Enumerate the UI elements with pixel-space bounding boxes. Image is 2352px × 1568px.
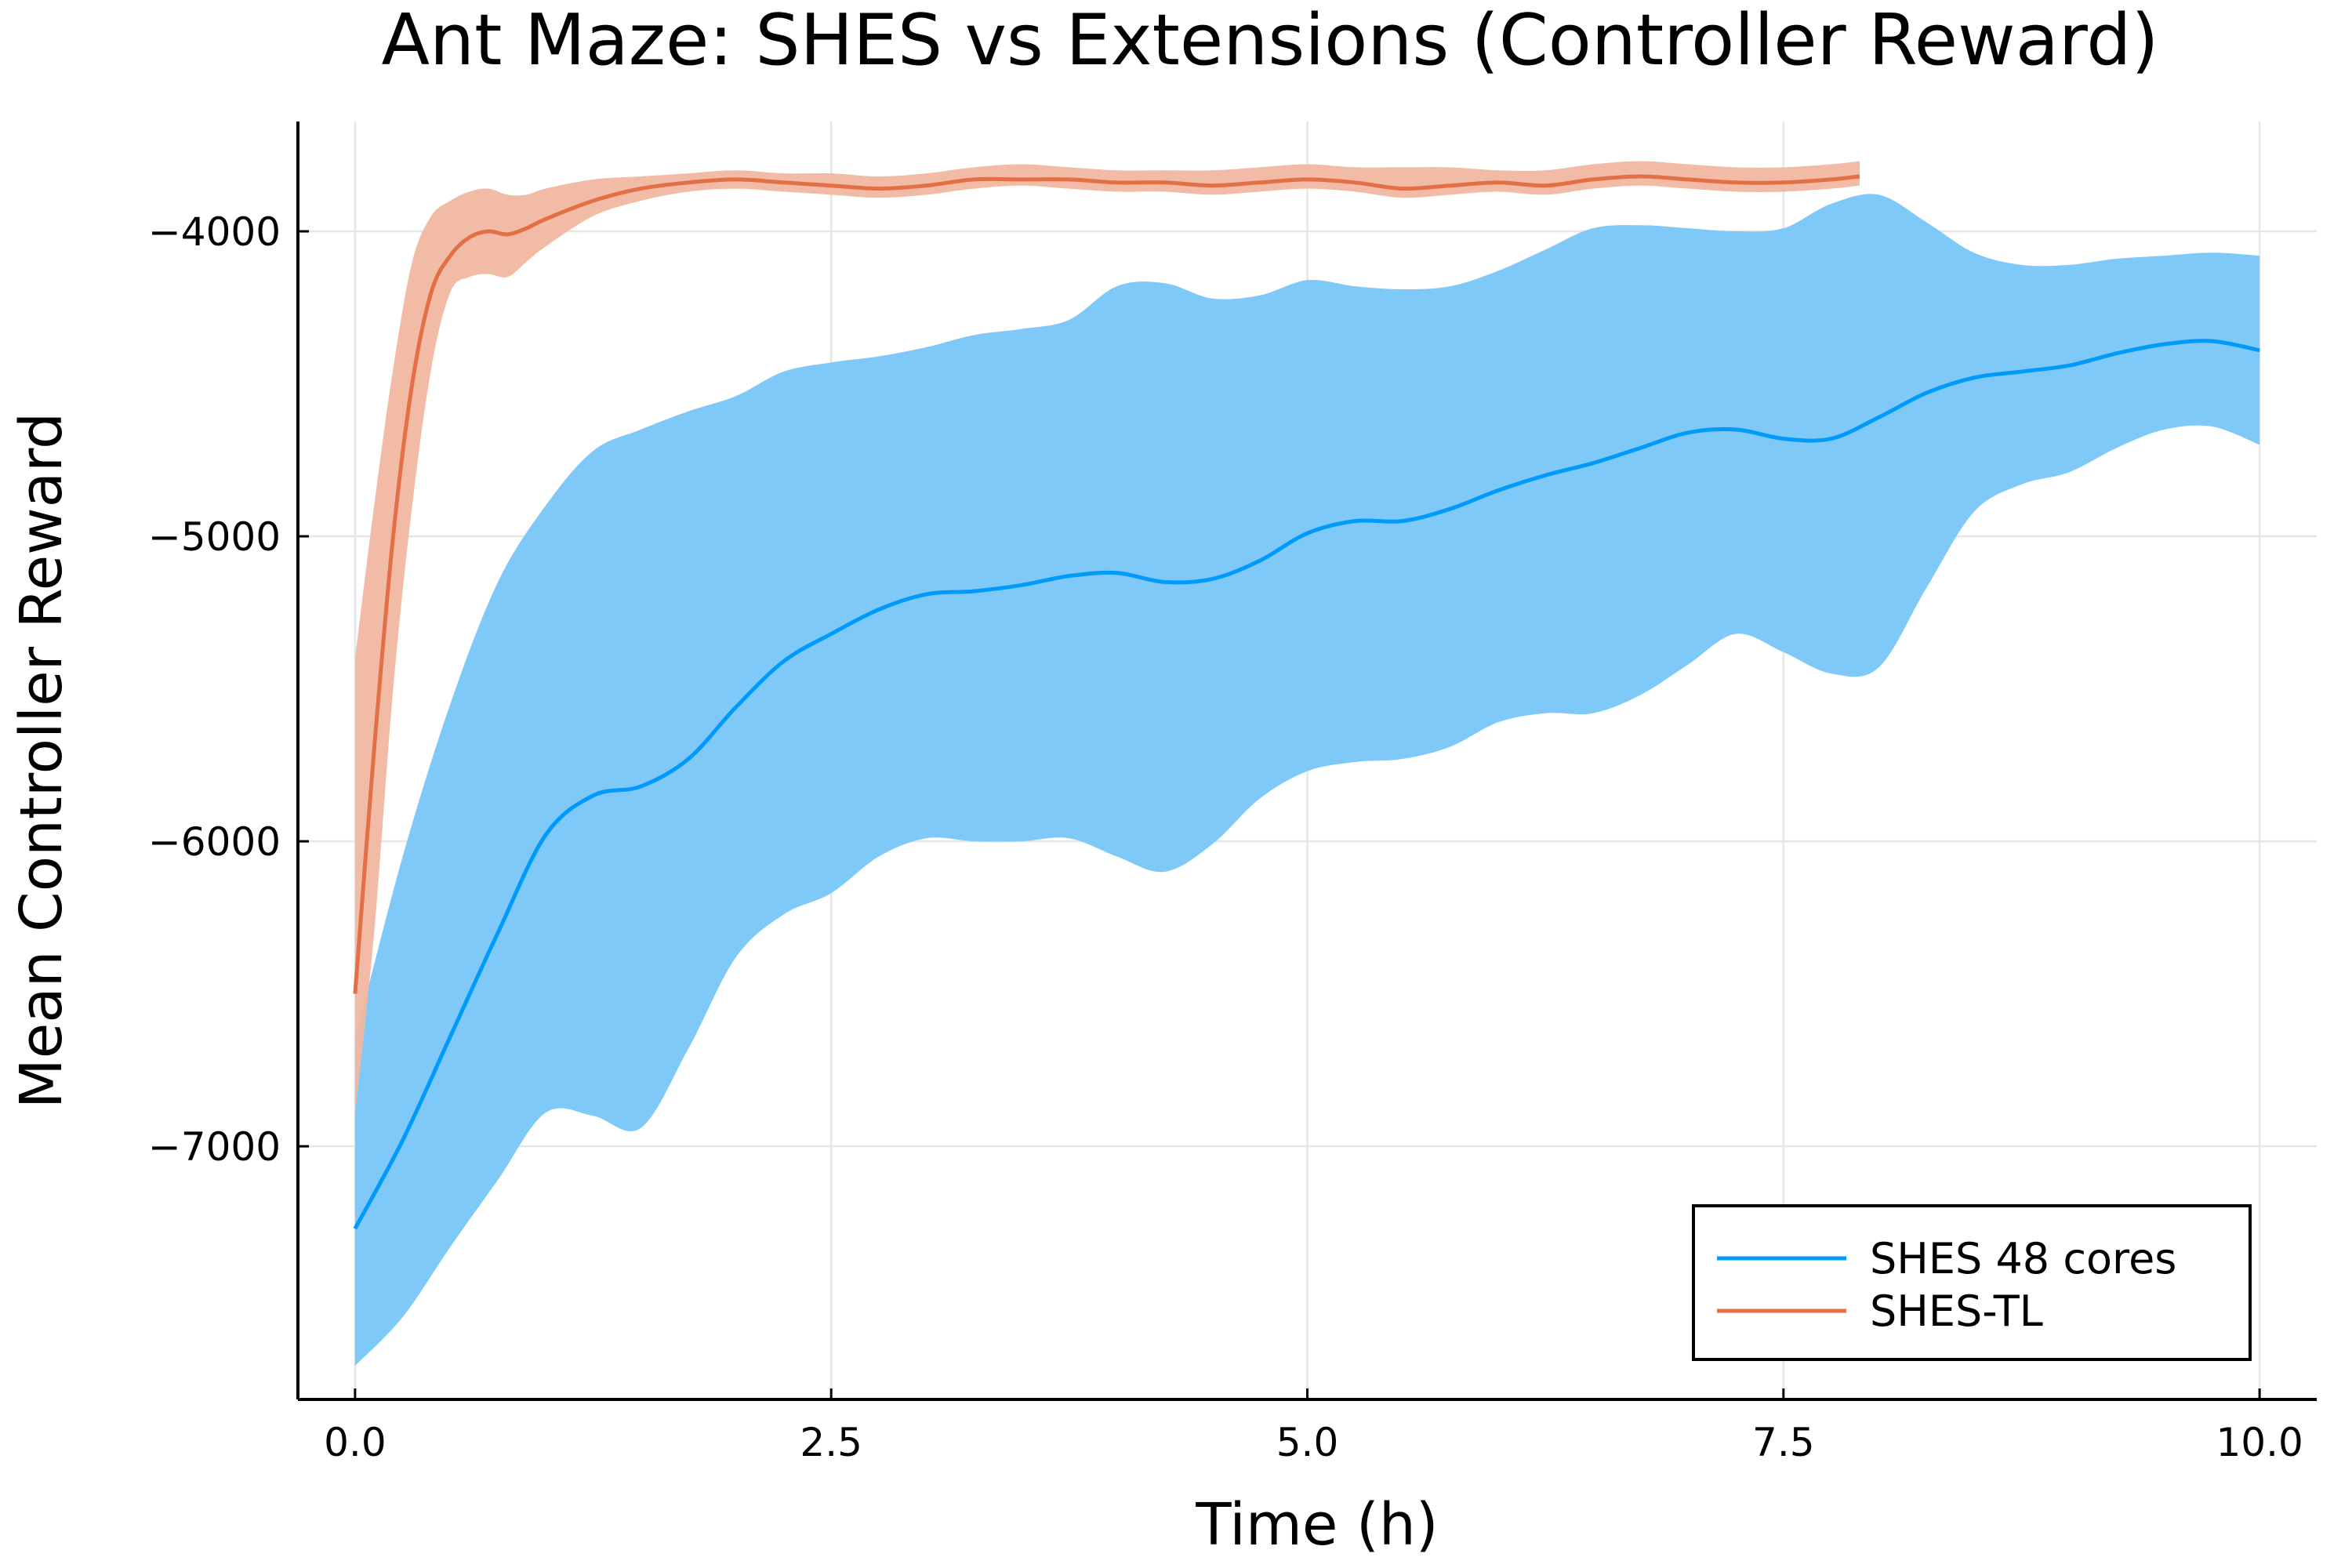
x-ticks: 0.0 2.5 5.0 7.5 10.0 [324,1388,2303,1465]
legend-label-series-1: SHES-TL [1870,1287,2043,1336]
legend-label-series-0: SHES 48 cores [1870,1234,2176,1283]
y-tick-label: −5000 [148,514,281,560]
y-axis-label: Mean Controller Reward [8,412,75,1109]
x-tick-label: 7.5 [1752,1420,1815,1465]
confidence-band-0 [354,194,2260,1367]
x-tick-label: 0.0 [324,1420,387,1465]
series-line-1 [353,174,1860,994]
confidence-bands [354,161,2260,1367]
series-lines [353,174,2260,1230]
legend-box [1692,1204,2252,1361]
x-tick-label: 10.0 [2216,1420,2303,1465]
y-ticks: −7000 −6000 −5000 −4000 [148,209,309,1170]
x-axis-label: Time (h) [1195,1491,1438,1559]
chart-title: Ant Maze: SHES vs Extensions (Controller… [381,0,2158,82]
legend: SHES 48 cores SHES-TL [1692,1204,2252,1361]
y-tick-label: −6000 [148,819,281,865]
y-tick-label: −7000 [148,1124,281,1170]
x-tick-label: 5.0 [1276,1420,1339,1465]
series-line-0 [353,339,2260,1230]
x-tick-label: 2.5 [800,1420,862,1465]
confidence-band-1 [354,161,1860,1116]
y-tick-label: −4000 [148,209,281,255]
